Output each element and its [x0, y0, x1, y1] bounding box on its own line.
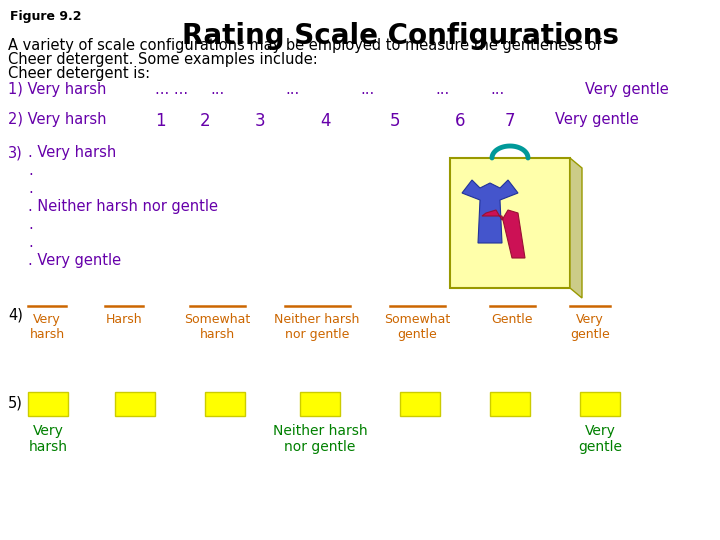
Text: . Very harsh: . Very harsh	[28, 145, 116, 160]
Text: -2: -2	[127, 395, 143, 409]
Text: Cheer: Cheer	[485, 176, 535, 191]
Text: .: .	[28, 235, 32, 250]
Text: 2: 2	[200, 112, 211, 130]
Text: +3: +3	[589, 395, 611, 409]
Bar	[580, 392, 620, 416]
Text: Harsh: Harsh	[106, 313, 143, 326]
Text: Somewhat
gentle: Somewhat gentle	[384, 313, 450, 341]
Text: 5: 5	[390, 112, 400, 130]
Text: ... ...: ... ...	[155, 82, 188, 97]
Polygon shape	[570, 158, 582, 298]
Text: . Very gentle: . Very gentle	[28, 253, 121, 268]
Bar	[400, 392, 440, 416]
Text: +2: +2	[499, 395, 521, 409]
Text: 1) Very harsh: 1) Very harsh	[8, 82, 107, 97]
Polygon shape	[462, 180, 518, 243]
Text: ...: ...	[360, 82, 374, 97]
Text: 5): 5)	[8, 396, 23, 411]
Text: .: .	[28, 217, 32, 232]
Bar	[205, 392, 245, 416]
Bar	[450, 158, 570, 288]
Text: 3: 3	[255, 112, 266, 130]
Text: +1: +1	[409, 395, 431, 409]
Text: Very gentle: Very gentle	[555, 112, 639, 127]
Text: .: .	[28, 163, 32, 178]
Text: A variety of scale configurations may be employed to measure the gentleness of: A variety of scale configurations may be…	[8, 38, 601, 53]
Text: Very
gentle: Very gentle	[578, 424, 622, 454]
Text: 2) Very harsh: 2) Very harsh	[8, 112, 107, 127]
Text: Very gentle: Very gentle	[585, 82, 669, 97]
Text: 3): 3)	[8, 145, 23, 160]
Text: 6: 6	[455, 112, 466, 130]
Text: Very
gentle: Very gentle	[570, 313, 610, 341]
Text: 1: 1	[155, 112, 166, 130]
Polygon shape	[482, 210, 525, 258]
Text: Gentle: Gentle	[491, 313, 533, 326]
Text: ...: ...	[490, 82, 504, 97]
Text: -1: -1	[217, 395, 233, 409]
Text: Figure 9.2: Figure 9.2	[10, 10, 81, 23]
Text: Somewhat
harsh: Somewhat harsh	[184, 313, 250, 341]
Text: Very
harsh: Very harsh	[29, 424, 68, 454]
Text: 4): 4)	[8, 308, 23, 323]
Bar	[300, 392, 340, 416]
Text: . Neither harsh nor gentle: . Neither harsh nor gentle	[28, 199, 218, 214]
Bar	[490, 392, 530, 416]
Text: ...: ...	[210, 82, 224, 97]
Text: Cheer detergent is:: Cheer detergent is:	[8, 66, 150, 81]
Text: Neither harsh
nor gentle: Neither harsh nor gentle	[274, 313, 360, 341]
Text: ...: ...	[285, 82, 300, 97]
Bar	[115, 392, 155, 416]
Text: 7: 7	[505, 112, 516, 130]
Text: Rating Scale Configurations: Rating Scale Configurations	[181, 22, 618, 50]
Text: Neither harsh
nor gentle: Neither harsh nor gentle	[273, 424, 367, 454]
Text: Cheer detergent. Some examples include:: Cheer detergent. Some examples include:	[8, 52, 318, 67]
Text: .: .	[28, 181, 32, 196]
Text: 4: 4	[320, 112, 330, 130]
Bar	[28, 392, 68, 416]
Text: 0: 0	[315, 395, 325, 409]
Text: -3: -3	[40, 395, 55, 409]
Text: Very
harsh: Very harsh	[30, 313, 65, 341]
Text: ...: ...	[435, 82, 449, 97]
